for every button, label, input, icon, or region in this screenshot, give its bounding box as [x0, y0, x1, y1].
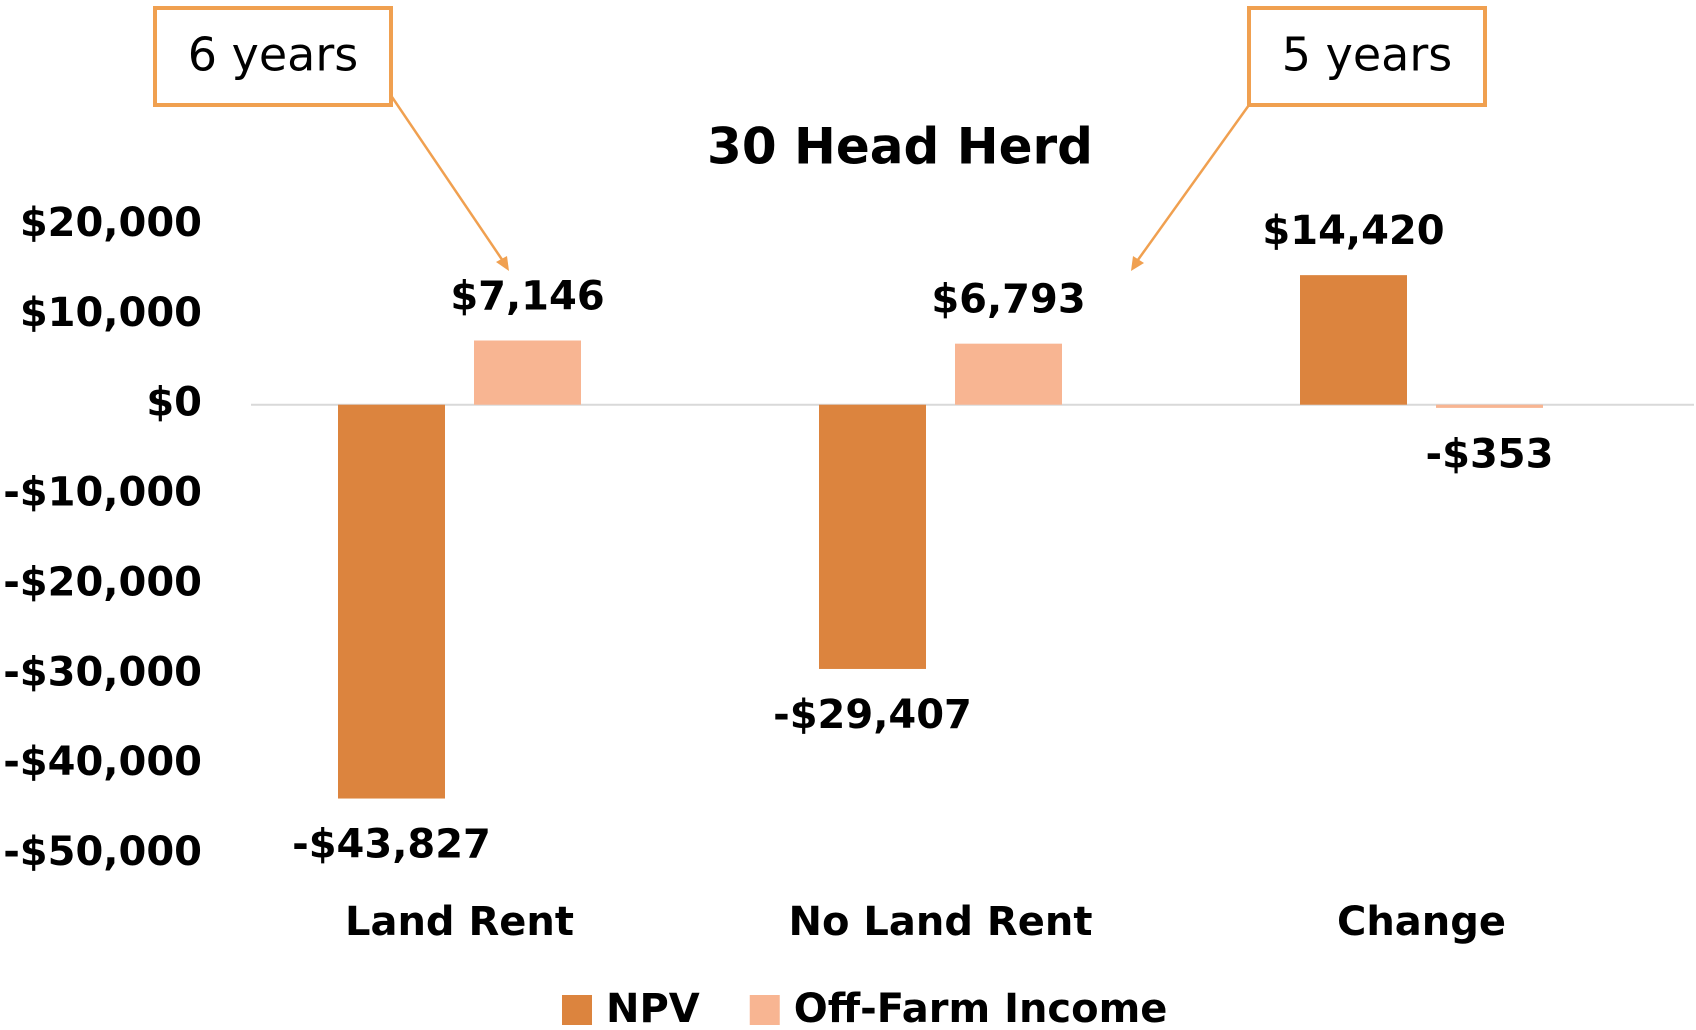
annotation-text: 5 years: [1282, 28, 1452, 82]
y-tick-label: -$50,000: [3, 829, 202, 875]
arrow-head: [496, 256, 509, 271]
data-label: -$43,827: [292, 822, 491, 868]
y-tick-label: $0: [146, 380, 202, 426]
x-tick-label: Land Rent: [345, 899, 574, 945]
annotation-arrow: [390, 96, 507, 265]
data-label: $7,146: [450, 274, 604, 320]
y-tick-label: -$30,000: [3, 649, 202, 695]
legend-label: NPV: [606, 986, 700, 1030]
legend-label: Off-Farm Income: [794, 986, 1168, 1030]
x-tick-label: Change: [1337, 899, 1506, 945]
legend-swatch: [749, 995, 780, 1025]
annotation-arrow: [1133, 104, 1251, 265]
data-label: $14,420: [1262, 208, 1444, 254]
y-tick-label: -$10,000: [3, 470, 202, 516]
y-tick-label: $20,000: [20, 200, 202, 246]
y-tick-label: -$40,000: [3, 739, 202, 785]
bar: [474, 340, 581, 405]
annotation-text: 6 years: [188, 28, 358, 82]
bar: [1436, 404, 1543, 408]
bar: [338, 404, 445, 799]
annotation-box: [153, 6, 393, 107]
bar: [819, 404, 926, 669]
annotation: 5 years: [1131, 6, 1487, 271]
x-tick-label: No Land Rent: [789, 899, 1093, 945]
data-label: -$29,407: [773, 692, 972, 738]
y-tick-label: -$20,000: [3, 559, 202, 605]
data-label: -$353: [1426, 432, 1554, 478]
y-tick-label: $10,000: [20, 290, 202, 336]
data-label: $6,793: [931, 277, 1085, 323]
bar: [955, 343, 1062, 405]
legend-swatch: [562, 995, 592, 1025]
annotation: 6 years: [153, 6, 509, 271]
arrow-head: [1131, 256, 1144, 271]
bar: [1300, 275, 1407, 405]
annotation-box: [1247, 6, 1487, 107]
chart-title: 30 Head Herd: [707, 118, 1093, 176]
